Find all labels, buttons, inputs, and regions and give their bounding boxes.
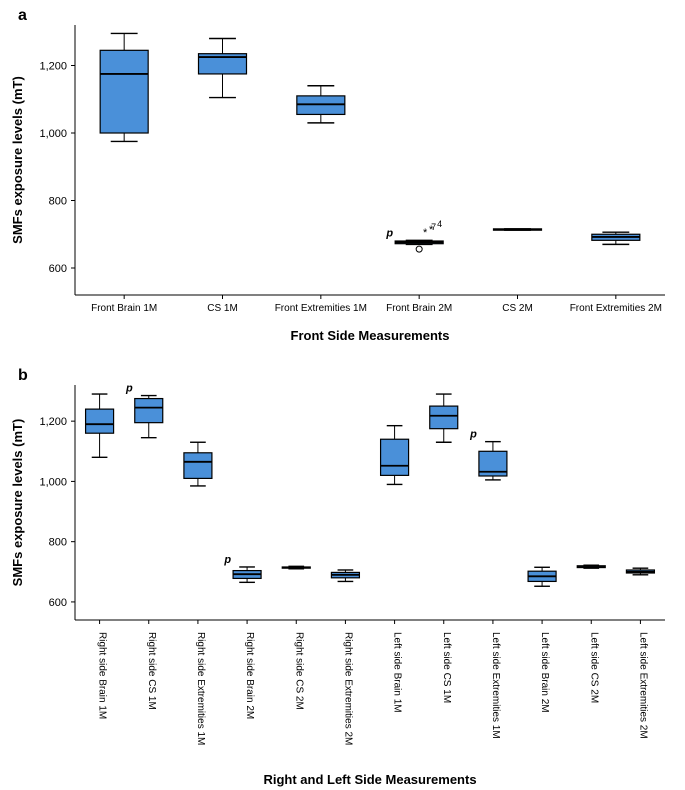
- y-axis-title: SMFs exposure levels (mT): [10, 76, 25, 244]
- box: [430, 406, 458, 429]
- panel-label-b: b: [18, 367, 28, 384]
- box: [100, 50, 148, 133]
- y-axis-title: SMFs exposure levels (mT): [10, 419, 25, 587]
- box: [184, 453, 212, 479]
- outlier: *: [423, 227, 428, 239]
- x-cat-label: Front Extremities 2M: [570, 303, 662, 314]
- ytick-label: 1,200: [39, 416, 67, 428]
- ytick-label: 1,200: [39, 61, 67, 73]
- x-cat-label: Left side CS 1M: [441, 632, 452, 703]
- figure: a 600 800 1,000 1,200 SMFs exposure levels (m…: [0, 0, 685, 790]
- x-cat-label: Front Extremities 1M: [275, 303, 367, 314]
- panel-label-a: a: [18, 7, 27, 24]
- x-cat-label: Front Brain 2M: [386, 303, 452, 314]
- ytick-label: 600: [49, 597, 67, 609]
- annotation: p: [469, 429, 477, 441]
- outlier: [416, 246, 422, 252]
- x-cat-label: Right side CS 2M: [293, 632, 304, 710]
- x-cat-label: Left side Extremities 2M: [637, 632, 648, 739]
- x-cat-label: Left side CS 2M: [588, 632, 599, 703]
- outlier-label: 4: [437, 219, 442, 229]
- x-cat-label: Right side CS 1M: [146, 632, 157, 710]
- x-cat-label: Right side Extremities 1M: [195, 632, 206, 745]
- x-cat-label: CS 2M: [502, 303, 533, 314]
- x-cat-label: CS 1M: [207, 303, 238, 314]
- ytick-label: 800: [49, 196, 67, 208]
- outlier: *: [429, 224, 434, 236]
- x-cat-label: Right side Extremities 2M: [342, 632, 353, 745]
- box: [381, 439, 409, 475]
- ytick-label: 1,000: [39, 128, 67, 140]
- annotation: p: [223, 554, 231, 566]
- x-cat-label: Left side Extremities 1M: [490, 632, 501, 739]
- annotation: p: [125, 383, 133, 395]
- x-cat-label: Left side Brain 1M: [392, 632, 403, 713]
- annotation: p: [385, 227, 393, 239]
- x-cat-label: Right side Brain 2M: [244, 632, 255, 719]
- box: [86, 409, 114, 433]
- ytick-label: 800: [49, 537, 67, 549]
- ytick-label: 600: [49, 263, 67, 275]
- x-cat-label: Left side Brain 2M: [539, 632, 550, 713]
- x-axis-title: Right and Left Side Measurements: [263, 772, 476, 787]
- x-cat-label: Right side Brain 1M: [97, 632, 108, 719]
- box: [135, 399, 163, 423]
- x-axis-title: Front Side Measurements: [291, 328, 450, 343]
- ytick-label: 1,000: [39, 476, 67, 488]
- x-cat-label: Front Brain 1M: [91, 303, 157, 314]
